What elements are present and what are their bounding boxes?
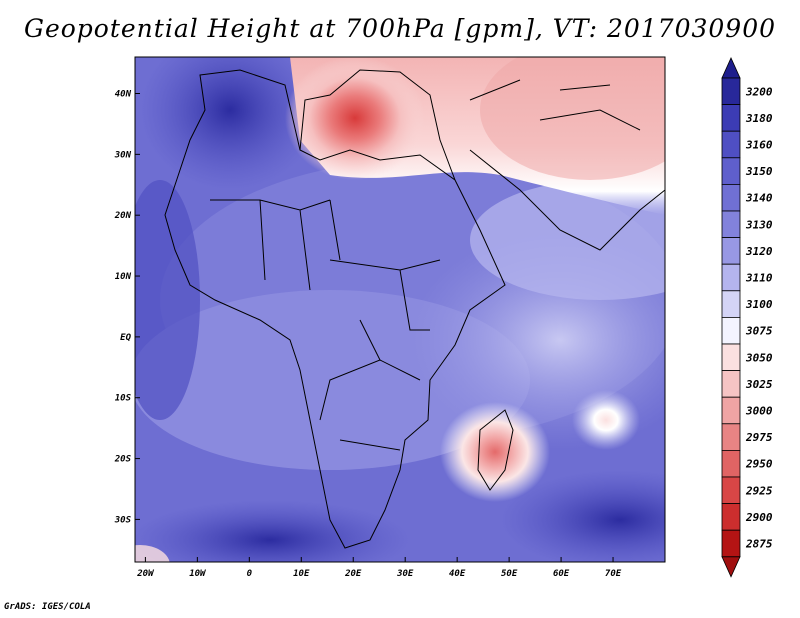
colorbar-swatch [721, 370, 741, 398]
axis-ticks: 20W 10W 0 10E 20E 30E 40E 50E 60E 70E 40N 30N 20N 10N… [114, 90, 622, 579]
x-tick-label: 30E [396, 569, 414, 579]
x-tick-label: 20E [344, 569, 362, 579]
colorbar-level-label: 3000 [745, 405, 773, 418]
colorbar-level-label: 3120 [745, 245, 773, 258]
colorbar-level-label: 2875 [745, 538, 773, 551]
colorbar-swatch [721, 476, 741, 505]
map-frame [134, 56, 666, 563]
colorbar-swatch [721, 503, 741, 531]
colorbar-level-label: 3130 [745, 218, 773, 231]
y-tick-label: 30N [114, 150, 132, 160]
grads-credit: GrADS: IGES/COLA [4, 602, 91, 612]
y-tick-label: 30S [114, 515, 132, 525]
y-tick-label: 20N [114, 211, 132, 221]
colorbar-swatch [721, 237, 741, 265]
x-tick-label: 40E [449, 569, 466, 579]
x-tick-label: 20W [136, 569, 155, 579]
height-field [135, 57, 665, 562]
colorbar-swatch [721, 396, 741, 425]
colorbar-swatch [721, 130, 741, 159]
colorbar-swatch [721, 316, 741, 345]
colorbar-level-label: 3025 [745, 378, 773, 391]
colorbar-level-label: 2925 [745, 484, 773, 497]
colorbar-top-arrow [721, 57, 741, 79]
colorbar-swatch [721, 290, 741, 318]
colorbar-swatch [721, 157, 741, 185]
colorbar-level-label: 3100 [745, 298, 773, 311]
colorbar-swatch [721, 449, 741, 478]
colorbar-level-label: 3200 [745, 85, 773, 98]
y-tick-label: 10S [115, 394, 132, 404]
y-tick-label: 20S [114, 455, 132, 465]
colorbar-level-label: 2975 [745, 431, 773, 444]
y-tick-label: 10N [115, 272, 132, 282]
colorbar-level-label: 3160 [745, 139, 773, 152]
colorbar-level-label: 2950 [745, 458, 773, 471]
colorbar-swatch [721, 104, 741, 132]
coastlines [164, 69, 665, 549]
colorbar-level-label: 3075 [745, 325, 773, 338]
x-tick-label: 70E [605, 569, 622, 579]
colorbar-swatch [721, 423, 741, 451]
colorbar-level-label: 3150 [745, 165, 773, 178]
y-tick-label: EQ [120, 333, 131, 343]
colorbar-bottom-arrow [721, 556, 741, 578]
colorbar-swatch [721, 263, 741, 292]
x-tick-label: 50E [501, 569, 518, 579]
x-tick-label: 10W [189, 569, 207, 579]
colorbar-level-label: 2900 [745, 511, 773, 524]
colorbar-level-label: 3140 [745, 192, 773, 205]
colorbar-swatch [721, 210, 741, 239]
x-tick-label: 60E [553, 569, 570, 579]
colorbar-level-label: 3180 [745, 112, 773, 125]
colorbar-swatch [721, 183, 741, 212]
x-tick-label: 0 [247, 569, 253, 579]
map-title: Geopotential Height at 700hPa [gpm], VT:… [23, 14, 777, 43]
y-tick-label: 40N [115, 90, 132, 100]
colorbar-swatch [721, 77, 741, 106]
colorbar: 3200 3180 3160 3150 3140 3130 3120 3110 3100 3075… [721, 57, 773, 578]
x-tick-label: 10E [293, 569, 310, 579]
colorbar-level-label: 3110 [745, 272, 773, 285]
colorbar-swatch [721, 343, 741, 372]
colorbar-level-label: 3050 [745, 351, 773, 364]
colorbar-swatch [721, 529, 741, 558]
